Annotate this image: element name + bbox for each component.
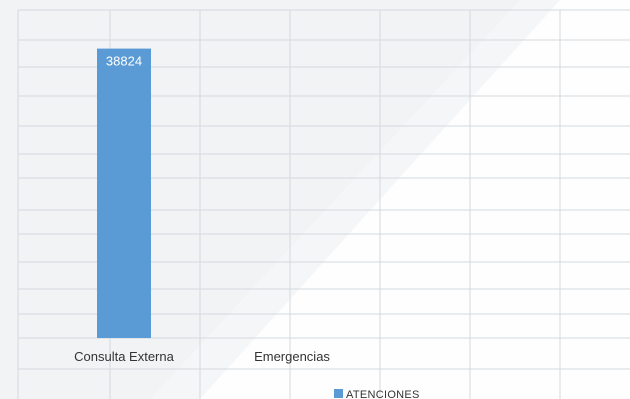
data-label-consulta-externa: 38824 (106, 54, 142, 69)
category-label-emergencias: Emergencias (254, 349, 330, 364)
chart-category-labels: Consulta Externa Emergencias (74, 349, 330, 364)
chart-legend: ATENCIONES (334, 389, 420, 399)
category-label-consulta-externa: Consulta Externa (74, 349, 174, 364)
legend-swatch-atenciones (334, 389, 343, 398)
chart-data-labels: 38824 (106, 54, 142, 69)
bar-consulta-externa (97, 48, 151, 339)
legend-label-atenciones: ATENCIONES (346, 389, 420, 399)
chart-bars (97, 48, 151, 339)
